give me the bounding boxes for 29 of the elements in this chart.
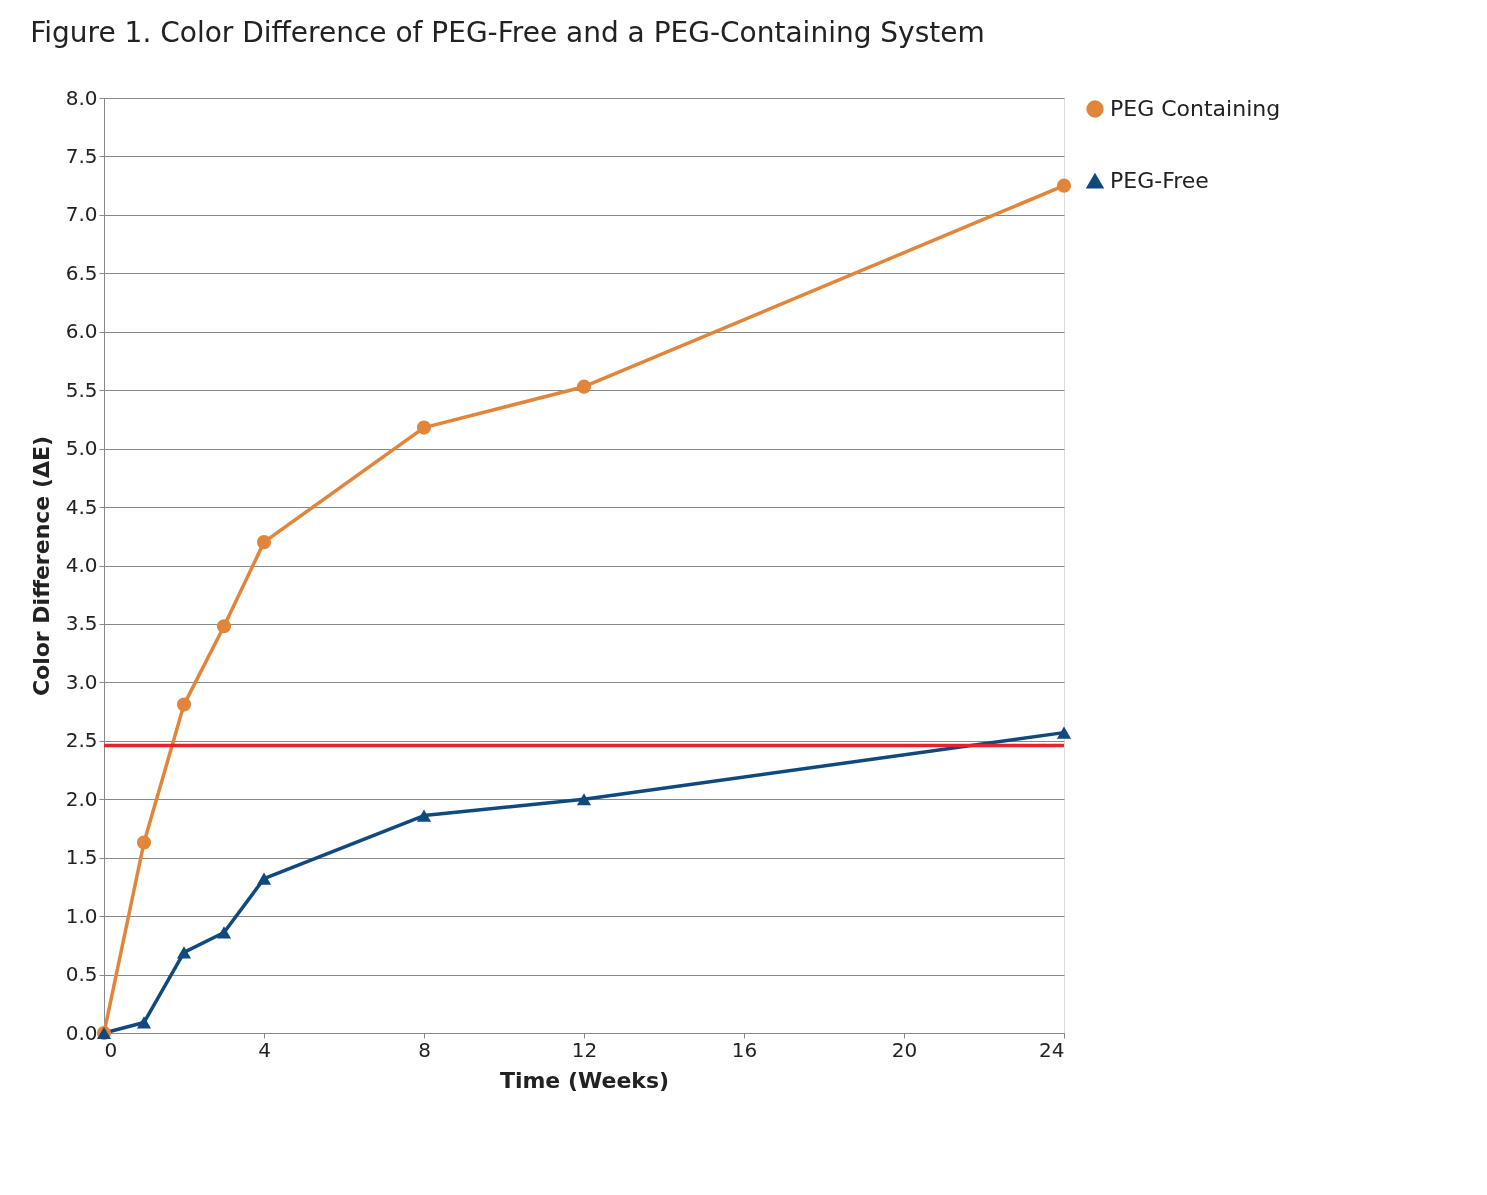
y-tick-label: 3.5 <box>65 611 98 636</box>
y-tick-label: 4.5 <box>65 494 98 519</box>
y-tick-label: 1.5 <box>65 845 98 870</box>
x-tick-label: 12 <box>571 1037 598 1062</box>
y-tick-label: 2.0 <box>65 786 98 811</box>
y-tick-label: 5.0 <box>65 436 98 461</box>
y-tick-label: 7.0 <box>65 202 98 227</box>
x-tick-label: 4 <box>258 1037 271 1062</box>
x-tick-label: 20 <box>891 1037 918 1062</box>
y-tick-label: 6.0 <box>65 319 98 344</box>
y-tick-label: 0.5 <box>65 962 98 987</box>
y-tick-label: 4.0 <box>65 553 98 577</box>
y-tick-label: 3.0 <box>65 669 98 694</box>
x-axis-title: Time (Weeks) <box>499 1067 670 1093</box>
y-axis-title: Color Difference (ΔE) <box>28 435 54 697</box>
y-tick-label: 1.0 <box>65 903 98 928</box>
chart-title: Figure 1. Color Difference of PEG-Free and a PEG-Containing System <box>30 16 985 49</box>
y-tick-label: 0.0 <box>65 1020 98 1045</box>
x-tick-label: 8 <box>418 1037 431 1062</box>
x-tick-label: 24 <box>1039 1037 1065 1062</box>
legend-label: PEG Containing <box>1110 96 1281 121</box>
x-tick-label: 0 <box>104 1037 118 1062</box>
y-tick-label: 8.0 <box>65 85 98 110</box>
y-tick-label: 7.5 <box>65 143 98 168</box>
legend-label: PEG-Free <box>1110 168 1209 193</box>
y-tick-label: 5.5 <box>65 377 98 402</box>
y-tick-label: 2.5 <box>65 728 98 753</box>
x-tick-label: 16 <box>731 1037 758 1062</box>
y-tick-label: 6.5 <box>65 260 98 285</box>
